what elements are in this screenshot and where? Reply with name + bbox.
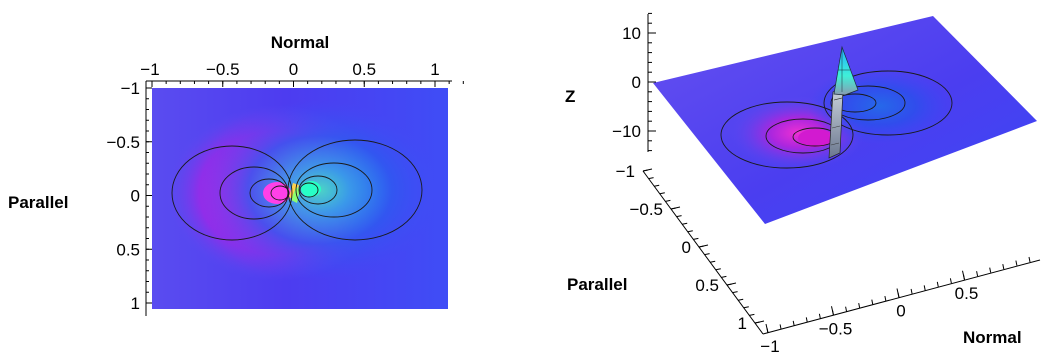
tick-mark: [715, 268, 721, 271]
tick-mark: [687, 230, 693, 233]
left-axes: [145, 80, 464, 316]
right-normal-tick-label: 0: [896, 302, 905, 321]
tick-mark: [642, 169, 649, 172]
tick-mark: [721, 275, 727, 278]
left-side-tick-label: 0.5: [116, 240, 140, 259]
left-normal-axis-label: Normal: [271, 33, 330, 52]
right-normal-tick-label: 0.5: [955, 284, 979, 303]
left-plot: −1 −0.5 0 0.5 1 −1 −0.5 0 0.5 1 Normal Parallel: [8, 33, 464, 316]
right-z-tick-label: 10: [622, 24, 641, 43]
right-z-tick-labels: 10 0 −10: [612, 24, 641, 141]
tick-mark: [726, 283, 733, 286]
tick-mark: [884, 295, 887, 302]
left-side-tick-labels: −1 −0.5 0 0.5 1: [106, 79, 140, 313]
tick-mark: [779, 324, 782, 330]
tick-mark: [792, 320, 795, 326]
right-normal-tick-label: −0.5: [819, 319, 853, 338]
tick-mark: [648, 177, 654, 180]
right-surface: [653, 16, 1037, 224]
tick-mark: [743, 306, 749, 309]
tick-mark: [698, 245, 705, 248]
tick-mark: [682, 222, 688, 225]
right-parallel-axis: [642, 168, 765, 335]
tick-mark: [732, 291, 738, 294]
left-contours: [171, 139, 423, 241]
tick-mark: [1015, 260, 1018, 266]
right-plot: 100−10 Z −1−0.500.51 Parallel −1−0.500.5…: [565, 12, 1041, 353]
left-top-tick-labels: −1 −0.5 0 0.5 1: [140, 60, 439, 79]
tick-mark: [704, 253, 710, 256]
left-top-tick-label: 0.5: [352, 60, 376, 79]
tick-mark: [936, 281, 939, 287]
tick-mark: [910, 288, 913, 295]
tick-mark: [818, 313, 821, 319]
left-side-tick-label: −1: [121, 79, 140, 98]
tick-mark: [738, 298, 744, 301]
tick-mark: [1002, 264, 1005, 270]
tick-mark: [949, 278, 952, 284]
tick-mark: [693, 237, 699, 240]
tick-mark: [659, 192, 665, 195]
tick-mark: [654, 184, 660, 187]
right-z-axis-label: Z: [565, 87, 575, 106]
tick-mark: [858, 303, 861, 309]
left-top-tick-label: 0: [289, 60, 298, 79]
left-parallel-axis-label: Parallel: [8, 193, 69, 212]
tick-mark: [749, 313, 755, 316]
left-side-tick-label: −0.5: [106, 133, 140, 152]
tick-mark: [923, 285, 926, 291]
left-top-tick-label: −1: [140, 60, 159, 79]
right-parallel-axis-label: Parallel: [567, 275, 628, 294]
tick-mark: [754, 321, 761, 324]
tick-mark: [805, 317, 808, 323]
right-parallel-tick-label: 1: [738, 314, 747, 333]
tick-mark: [676, 215, 682, 218]
right-normal-tick-label: −1: [760, 337, 779, 353]
left-side-tick-label: 0: [131, 187, 140, 206]
right-parallel-tick-labels: −1 −0.5 00.5 1: [616, 162, 747, 333]
right-parallel-tick-label: −0.5: [629, 200, 663, 219]
left-top-tick-label: −0.5: [206, 60, 240, 79]
right-z-tick-label: −10: [612, 122, 641, 141]
right-normal-tick-labels: −1 −0.5 0 0.5: [760, 284, 978, 353]
tick-mark: [665, 199, 671, 202]
tick-mark: [845, 306, 848, 312]
tick-mark: [989, 267, 992, 273]
left-top-tick-label: 1: [430, 60, 439, 79]
right-parallel-tick-label: −1: [616, 162, 635, 181]
tick-mark: [766, 327, 769, 334]
left-heatmap: [152, 88, 448, 309]
left-side-tick-label: 1: [131, 294, 140, 313]
tick-mark: [832, 310, 834, 316]
tick-mark: [710, 260, 716, 263]
tick-mark: [963, 274, 965, 280]
tick-mark: [670, 207, 677, 210]
right-parallel-tick-label: 0: [682, 238, 691, 257]
right-normal-axis-label: Normal: [963, 328, 1022, 347]
tick-mark: [976, 271, 979, 277]
right-z-tick-label: 0: [632, 73, 641, 92]
tick-mark: [871, 299, 874, 305]
right-parallel-tick-label: 0.5: [695, 276, 719, 295]
tick-mark: [897, 292, 900, 298]
tick-mark: [1028, 256, 1031, 263]
right-z-axis: [647, 12, 656, 152]
right-normal-axis: [762, 256, 1041, 335]
